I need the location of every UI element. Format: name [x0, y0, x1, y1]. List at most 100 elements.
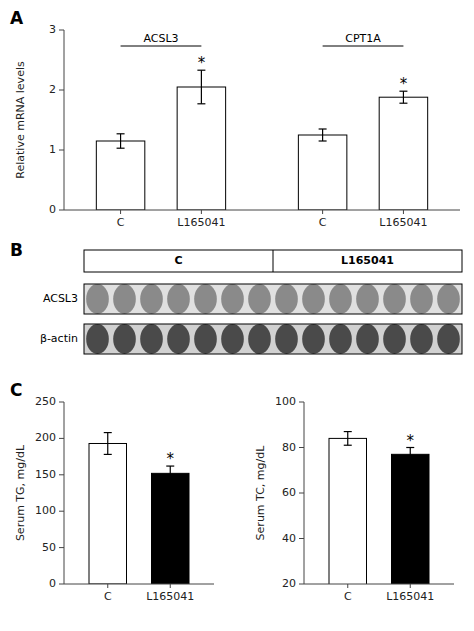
error-cap [117, 148, 125, 149]
bar [298, 135, 346, 210]
y-tick-label: 2 [49, 83, 56, 96]
y-axis-label: Serum TC, mg/dL [254, 445, 267, 541]
blot-band [410, 284, 433, 314]
blot-band [383, 324, 406, 354]
y-tick-label: 1 [49, 143, 56, 156]
x-tick [410, 584, 411, 588]
y-tick-label: 100 [275, 395, 296, 408]
x-tick [120, 210, 121, 214]
blot-band [302, 324, 325, 354]
bar-panel: 20406080100CL165041*Serum TC, mg/dL [254, 395, 454, 630]
error-bar [197, 70, 205, 104]
x-axis [64, 584, 214, 585]
error-bar [117, 134, 125, 148]
x-axis [304, 584, 454, 585]
error-cap [344, 431, 352, 432]
error-cap [319, 128, 327, 129]
y-tick [299, 447, 304, 448]
y-axis [64, 402, 65, 584]
group-label: CPT1A [345, 32, 381, 45]
y-tick [59, 30, 64, 31]
annotation: * [198, 54, 206, 72]
marks [329, 432, 429, 584]
blot-band [167, 324, 190, 354]
error-stem [347, 432, 348, 446]
y-tick-label: 40 [282, 532, 296, 545]
blot-band [140, 284, 163, 314]
y-tick [299, 538, 304, 539]
blot-band [329, 324, 352, 354]
blot-header [84, 250, 462, 272]
x-tick-label: L165041 [177, 216, 225, 229]
error-cap [117, 133, 125, 134]
y-tick [59, 210, 64, 211]
x-tick [403, 210, 404, 214]
error-bar [104, 433, 112, 455]
error-stem [322, 129, 323, 141]
blot-band [194, 324, 217, 354]
annotation: * [407, 432, 415, 450]
background [0, 0, 474, 631]
blot-row [84, 284, 462, 314]
y-tick-label: 100 [35, 504, 56, 517]
y-tick-label: 3 [49, 23, 56, 36]
group-label: ACSL3 [143, 32, 178, 45]
error-cap [104, 432, 112, 433]
bar [89, 443, 127, 584]
y-axis-label: Serum TG, mg/dL [14, 444, 27, 541]
x-tick-label: L165041 [386, 590, 434, 603]
x-tick-label: L165041 [379, 216, 427, 229]
bar [177, 87, 225, 210]
blot-panel: CL165041ACSL3β-actin [40, 250, 462, 354]
bar [96, 141, 144, 210]
blot-band [329, 284, 352, 314]
error-cap [399, 103, 407, 104]
blot-band [383, 284, 406, 314]
bar-panel: 0123CL165041CL165041**ACSL3CPT1ARelative… [14, 23, 460, 229]
figure: 0 1 2 3 C L165041 C L165041 * * ACSL3 CPT1A Relative… [0, 0, 474, 631]
y-tick [59, 474, 64, 475]
y-tick [299, 493, 304, 494]
blot-band [248, 284, 271, 314]
blot-band [275, 324, 298, 354]
group-header: L165041 [341, 254, 394, 267]
x-axis [64, 210, 460, 211]
blot-band [140, 324, 163, 354]
x-tick [170, 584, 171, 588]
y-tick [59, 547, 64, 548]
error-cap [406, 461, 414, 462]
error-stem [170, 466, 171, 481]
bar [392, 454, 430, 584]
panel-letter: B [10, 240, 23, 260]
y-axis [64, 30, 65, 210]
error-bar [406, 448, 414, 462]
bar-panel: 050100150200250CL165041*Serum TG, mg/dL [14, 395, 214, 603]
panel-letter: C [10, 380, 22, 400]
panel-letter: A [10, 8, 24, 28]
blot-frame [84, 324, 462, 354]
y-axis-label: Relative mRNA levels [14, 61, 27, 179]
y-tick-label: 250 [35, 395, 56, 408]
blot-band [275, 284, 298, 314]
blot-band [113, 324, 136, 354]
error-cap [197, 103, 205, 104]
y-tick [299, 402, 304, 403]
blot-band [437, 284, 460, 314]
y-tick [59, 438, 64, 439]
x-tick-label: C [117, 216, 125, 229]
blot-band [356, 284, 379, 314]
y-tick-label: 50 [42, 541, 56, 554]
y-tick-label: 80 [282, 441, 296, 454]
bar [379, 97, 427, 210]
x-tick [107, 584, 108, 588]
marks [96, 70, 427, 210]
y-tick-label: 20 [282, 577, 296, 590]
error-cap [319, 140, 327, 141]
y-tick [299, 584, 304, 585]
x-tick-label: C [319, 216, 327, 229]
blot-band [194, 284, 217, 314]
header-divider [273, 250, 274, 272]
y-tick [59, 584, 64, 585]
y-tick-label: 0 [49, 577, 56, 590]
x-tick-label: C [344, 590, 352, 603]
